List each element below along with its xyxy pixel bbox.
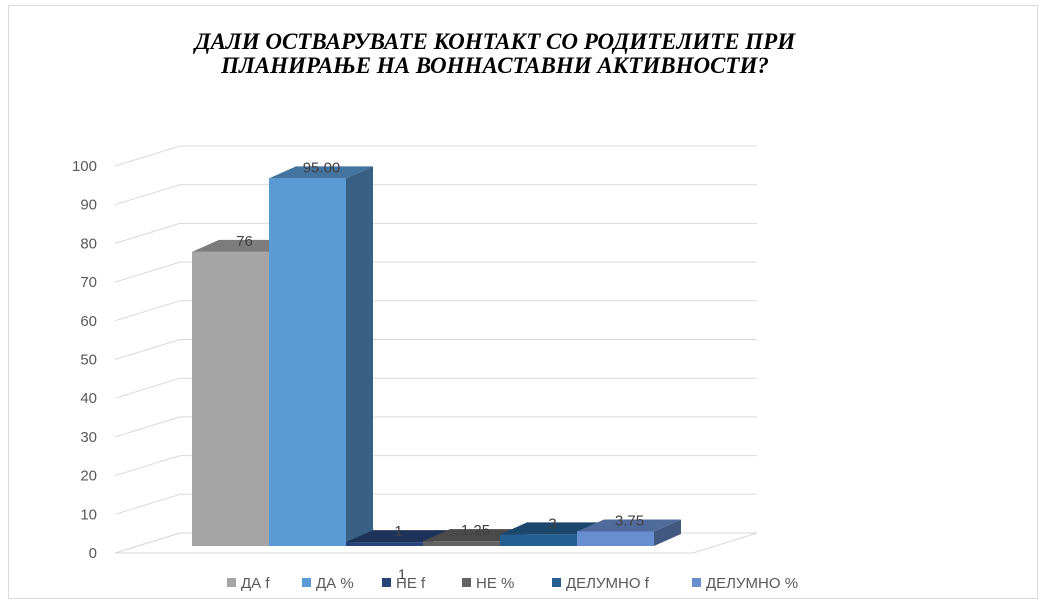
legend-item: ДА % bbox=[302, 575, 354, 592]
y-tick-label: 50 bbox=[80, 352, 97, 369]
y-tick-label: 20 bbox=[80, 468, 97, 485]
legend-swatch bbox=[382, 578, 391, 587]
chart-frame bbox=[8, 5, 1038, 599]
gridline-depth bbox=[114, 455, 181, 477]
data-label: 3.75 bbox=[615, 512, 644, 529]
gridline-depth bbox=[114, 339, 181, 360]
bar-front bbox=[423, 541, 500, 546]
y-tick-label: 80 bbox=[80, 235, 97, 252]
bar-front bbox=[192, 251, 269, 546]
legend-swatch bbox=[302, 578, 311, 587]
bar-front bbox=[346, 542, 423, 546]
legend-label: ДА % bbox=[316, 575, 354, 592]
gridline-depth bbox=[114, 377, 181, 399]
legend-swatch bbox=[227, 578, 236, 587]
data-label: 1 bbox=[394, 523, 402, 540]
bar-front bbox=[269, 178, 346, 546]
y-tick-label: 90 bbox=[80, 197, 97, 214]
bar-side bbox=[654, 519, 681, 546]
gridline-depth bbox=[114, 184, 181, 206]
legend-item: ДЕЛУМНО % bbox=[692, 575, 798, 592]
legend-swatch bbox=[692, 578, 701, 587]
legend-swatch bbox=[552, 578, 561, 587]
data-label: 95.00 bbox=[303, 159, 341, 176]
bar-top bbox=[577, 519, 681, 532]
y-tick-label: 60 bbox=[80, 313, 97, 330]
legend-swatch bbox=[462, 578, 471, 587]
gridline-depth bbox=[114, 222, 181, 244]
data-label: 3 bbox=[548, 515, 556, 532]
legend-label: ДА f bbox=[241, 575, 270, 592]
legend-label: НЕ % bbox=[476, 575, 514, 592]
y-tick-label: 70 bbox=[80, 274, 97, 291]
legend-label: НЕ f bbox=[396, 575, 426, 592]
legend-label: ДЕЛУМНО % bbox=[706, 575, 798, 592]
y-axis-ticks: 0 10 20 30 40 50 60 70 80 90 100 bbox=[72, 158, 97, 562]
y-tick-label: 30 bbox=[80, 429, 97, 446]
gridline-depth bbox=[114, 145, 181, 167]
floor bbox=[114, 532, 758, 554]
legend-label: ДЕЛУМНО f bbox=[566, 575, 650, 592]
y-tick-label: 0 bbox=[89, 545, 97, 562]
bar-front bbox=[500, 534, 577, 546]
legend-item: НЕ f bbox=[382, 575, 426, 592]
category-labels: 1 bbox=[398, 566, 406, 582]
bars bbox=[192, 166, 681, 546]
data-label: 1.25 bbox=[461, 522, 490, 539]
y-tick-label: 40 bbox=[80, 390, 97, 407]
gridline-depth bbox=[114, 493, 181, 515]
bar-top bbox=[346, 530, 450, 543]
gridline-depth bbox=[114, 300, 181, 322]
chart-title: ДАЛИ ОСТВАРУВАТЕ КОНТАКТ СО РОДИТЕЛИТЕ П… bbox=[194, 29, 796, 78]
bar bbox=[577, 519, 681, 546]
y-tick-label: 100 bbox=[72, 158, 97, 175]
legend-item: НЕ % bbox=[462, 575, 514, 592]
legend: ДА f ДА % НЕ f НЕ % ДЕЛУМНО f ДЕЛУМНО % bbox=[227, 575, 798, 592]
y-tick-label: 10 bbox=[80, 506, 97, 523]
data-label: 76 bbox=[236, 233, 253, 250]
legend-item: ДА f bbox=[227, 575, 270, 592]
category-label: 1 bbox=[398, 566, 406, 582]
bar-top bbox=[269, 166, 373, 179]
gridline-depth bbox=[114, 416, 181, 438]
bar-side bbox=[346, 166, 373, 546]
data-labels: 76 95.00 1 1.25 3 3.75 bbox=[236, 159, 644, 540]
bar bbox=[269, 166, 373, 546]
legend-item: ДЕЛУМНО f bbox=[552, 575, 650, 592]
bar-front bbox=[577, 531, 654, 546]
gridline-depth bbox=[114, 261, 181, 283]
